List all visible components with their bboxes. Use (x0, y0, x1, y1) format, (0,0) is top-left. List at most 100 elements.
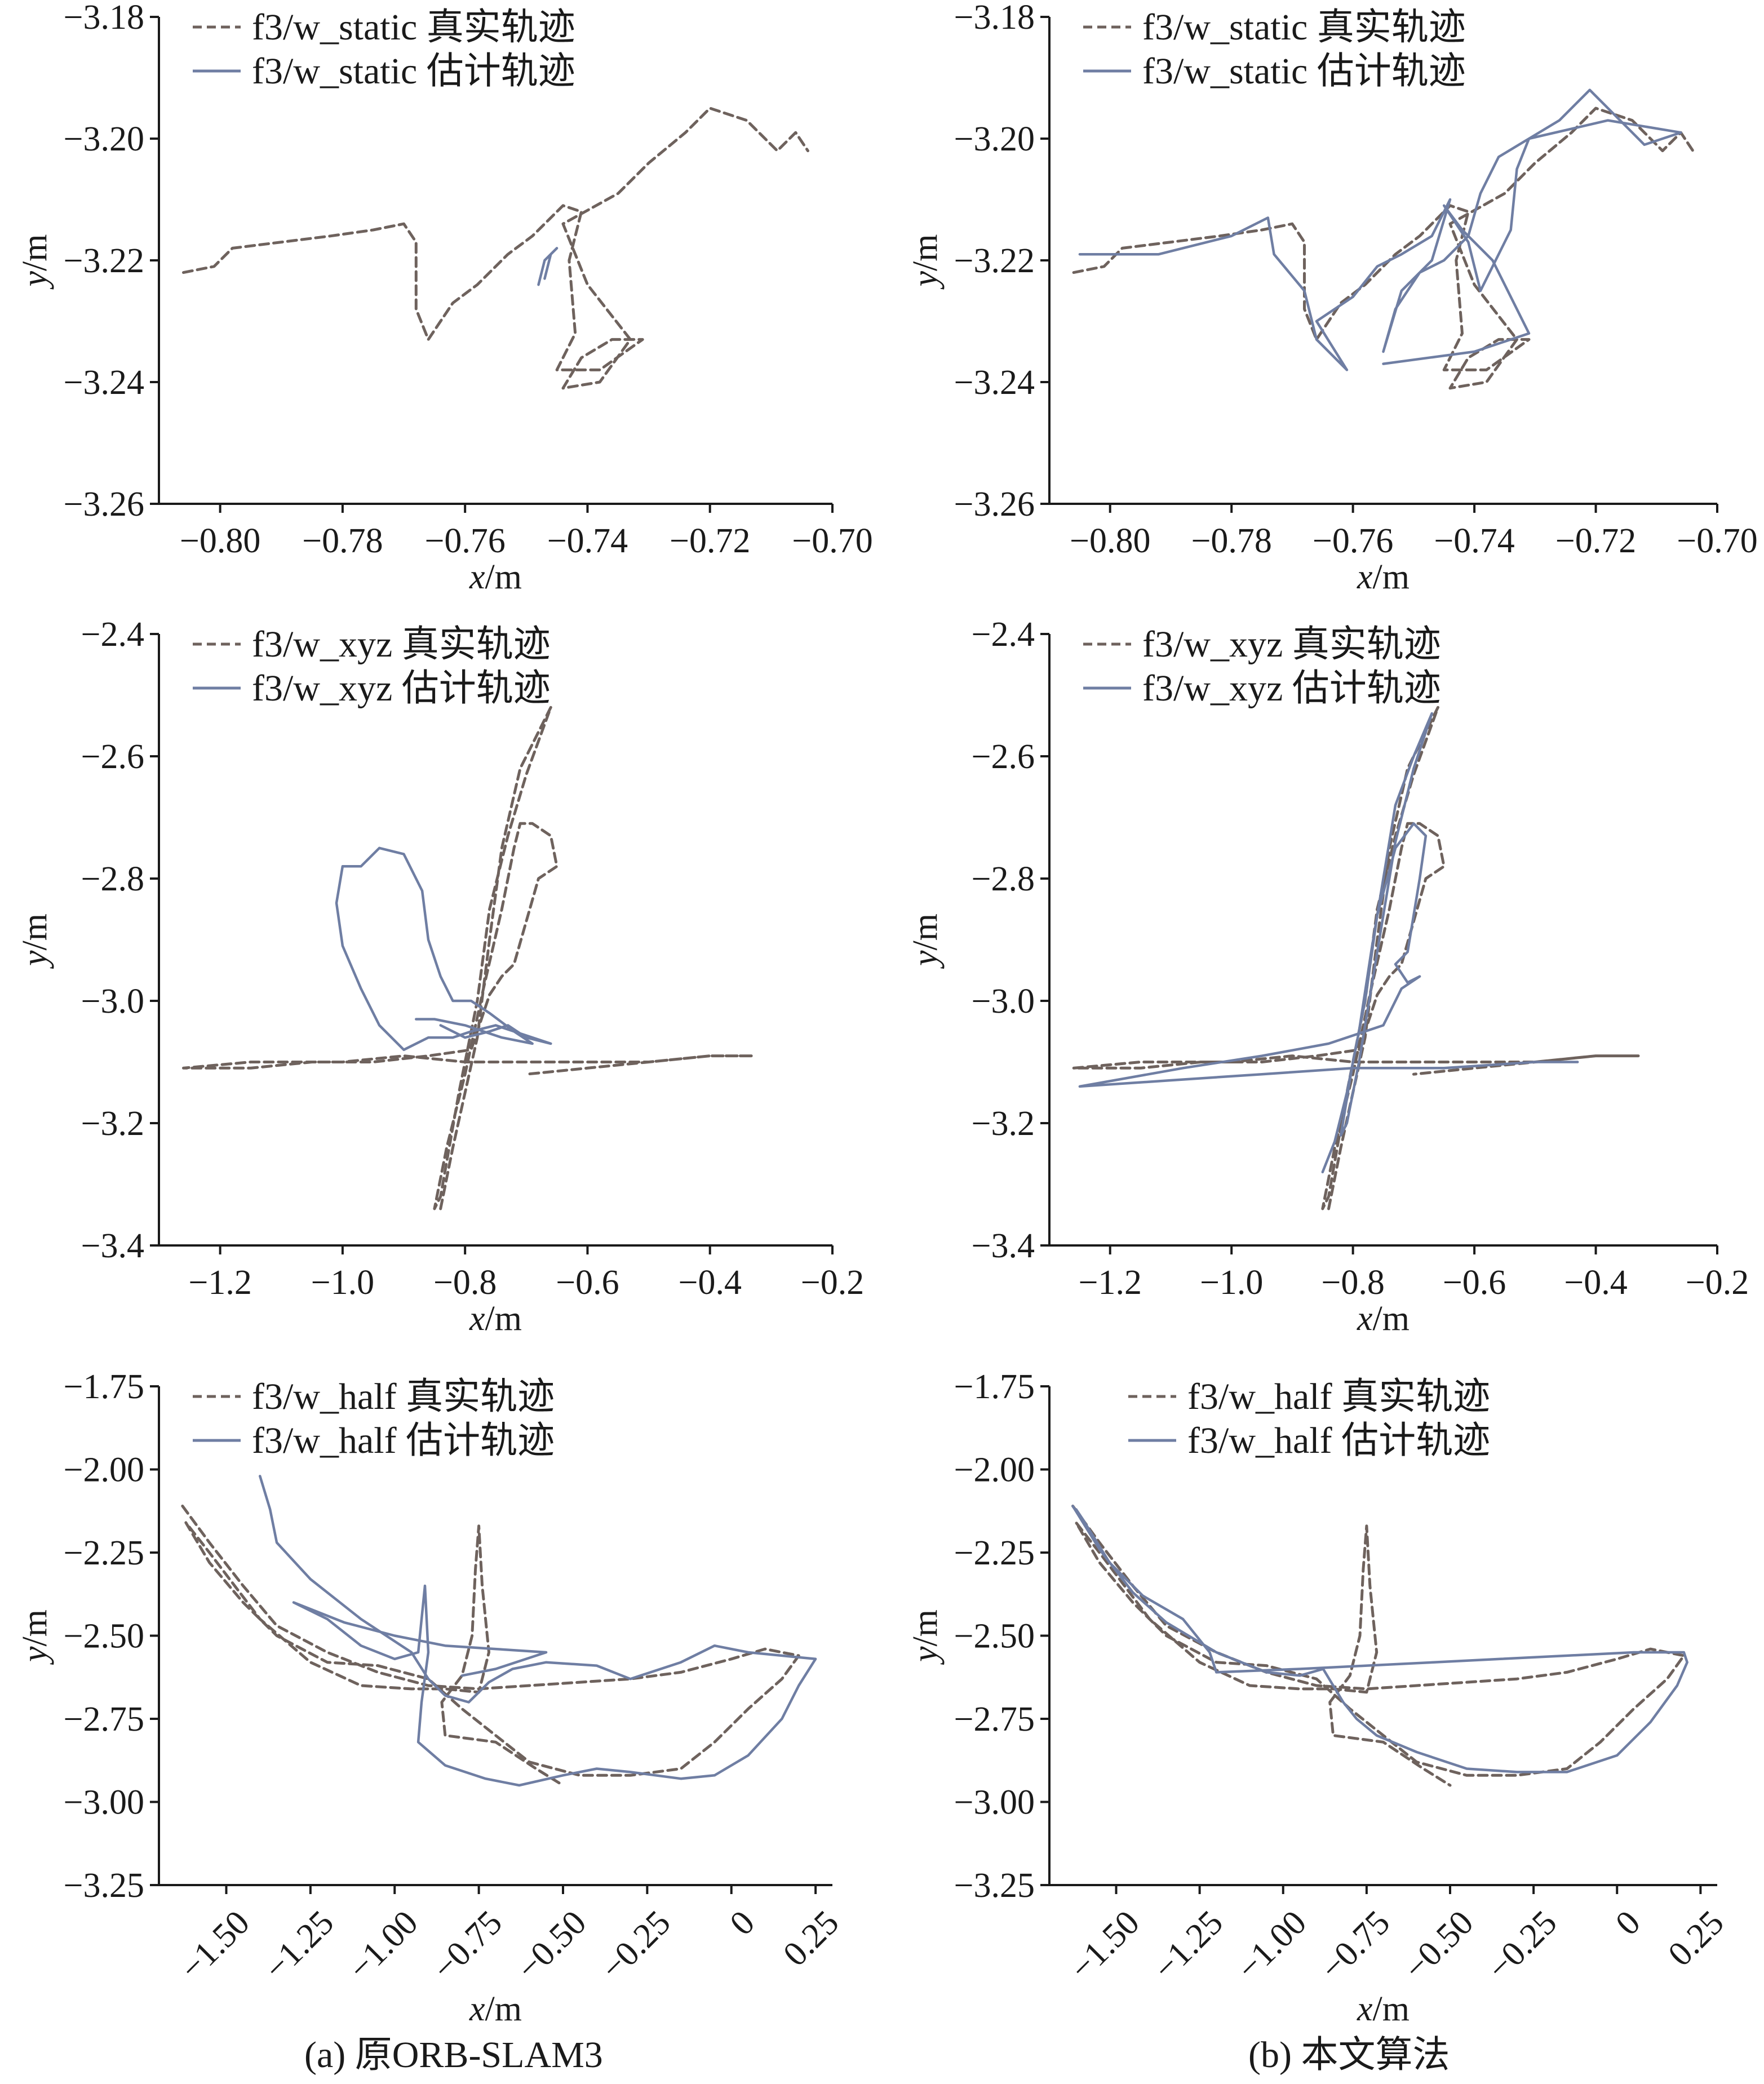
legend-entry-label: f3/w_static 真实轨迹 (1142, 7, 1466, 48)
x-tick-label: −0.72 (670, 522, 750, 560)
x-tick-label: −1.50 (1062, 1903, 1147, 1988)
y-tick-label: −3.20 (954, 120, 1035, 158)
y-tick-label: −3.00 (954, 1784, 1035, 1822)
legend-entry-label: f3/w_half 估计轨迹 (1187, 1420, 1490, 1461)
y-tick-label: −3.4 (81, 1227, 144, 1265)
chart-right-1: −0.80 −0.78 −0.76 −0.74 −0.72 −0.70 −3.26 −3.24… (906, 0, 1758, 596)
x-tick-label: −0.80 (180, 522, 260, 560)
legend-entry-label: f3/w_static 估计轨迹 (1142, 51, 1466, 92)
x-axis-label: x/m (469, 1300, 522, 1338)
x-axis-label: x/m (469, 1990, 522, 2028)
legend-entry-label: f3/w_static 真实轨迹 (252, 7, 575, 48)
legend-entry-label: f3/w_xyz 估计轨迹 (1142, 668, 1441, 709)
true-trajectory-line (1072, 107, 1695, 390)
x-tick-label: −0.74 (1434, 522, 1514, 560)
x-tick-label: −1.0 (311, 1263, 374, 1302)
y-tick-label: −1.75 (954, 1368, 1035, 1406)
y-axis-label: y/m (16, 914, 54, 969)
x-tick-label: −0.25 (1480, 1903, 1564, 1988)
legend-entry-label: f3/w_xyz 估计轨迹 (252, 668, 551, 709)
x-tick-label: −0.6 (556, 1263, 619, 1302)
y-tick-label: −3.0 (81, 982, 144, 1021)
x-tick-label: −0.2 (801, 1263, 864, 1302)
legend-entry-label: f3/w_static 估计轨迹 (252, 51, 575, 92)
y-tick-label: −3.18 (954, 0, 1035, 37)
y-tick-label: −3.0 (972, 982, 1035, 1021)
chart-right-2: −1.2 −1.0 −0.8 −0.6 −0.4 −0.2 −3.4 −3.2 −3.0 −2.8… (906, 615, 1749, 1338)
true-trajectory-line (181, 1504, 800, 1787)
true-trajectory-line (1072, 706, 1640, 1211)
y-tick-label: −3.25 (954, 1866, 1035, 1905)
y-tick-label: −3.20 (64, 120, 144, 158)
x-tick-label: −0.70 (1677, 522, 1757, 560)
true-trajectory-line (182, 706, 755, 1211)
x-tick-label: 0.25 (776, 1903, 846, 1974)
chart-right-3: −1.50−1.25−1.00−0.75−0.50−0.25 0 0.25 −3.25… (906, 1368, 1731, 2028)
x-tick-label: 0 (723, 1903, 762, 1943)
x-tick-label: −1.25 (257, 1903, 342, 1988)
x-tick-label: 0.25 (1661, 1903, 1731, 1974)
y-tick-label: −2.6 (81, 738, 144, 776)
legend-entry-label: f3/w_xyz 真实轨迹 (252, 624, 551, 665)
y-tick-label: −3.24 (64, 363, 144, 402)
estimated-trajectory-line (1071, 1505, 1688, 1773)
y-tick-label: −2.50 (64, 1617, 144, 1656)
y-tick-label: −2.6 (972, 738, 1035, 776)
x-tick-label: −0.50 (509, 1903, 594, 1988)
estimated-trajectory-line (1078, 88, 1682, 371)
x-tick-label: 0 (1608, 1903, 1648, 1943)
x-tick-label: −0.78 (302, 522, 383, 560)
x-tick-label: −0.80 (1070, 522, 1150, 560)
x-tick-label: −0.2 (1686, 1263, 1749, 1302)
legend-entry-label: f3/w_half 真实轨迹 (1187, 1376, 1490, 1417)
x-tick-label: −0.4 (678, 1263, 741, 1302)
y-tick-label: −2.00 (64, 1451, 144, 1489)
true-trajectory-line (182, 107, 809, 390)
x-tick-label: −0.8 (1321, 1263, 1384, 1302)
x-tick-label: −0.50 (1397, 1903, 1481, 1988)
x-axis-label: x/m (1357, 558, 1410, 596)
y-tick-label: −3.26 (954, 485, 1035, 524)
x-tick-label: −0.76 (424, 522, 505, 560)
x-tick-label: −0.78 (1191, 522, 1271, 560)
x-tick-label: −1.50 (172, 1903, 257, 1988)
x-tick-label: −0.25 (593, 1903, 678, 1988)
x-axis-label: x/m (469, 558, 522, 596)
y-axis-label: y/m (906, 1609, 945, 1665)
y-tick-label: −3.24 (954, 363, 1035, 402)
y-tick-label: −3.18 (64, 0, 144, 37)
y-tick-label: −3.4 (972, 1227, 1035, 1265)
legend-entry-label: f3/w_xyz 真实轨迹 (1142, 624, 1441, 665)
y-tick-label: −2.8 (81, 860, 144, 898)
y-tick-label: −3.22 (954, 242, 1035, 280)
y-axis-label: y/m (906, 234, 945, 290)
estimated-trajectory-line (335, 846, 552, 1052)
x-tick-label: −1.00 (1230, 1903, 1314, 1988)
estimated-trajectory-line (259, 1475, 817, 1787)
y-tick-label: −3.22 (64, 242, 144, 280)
x-tick-label: −1.2 (188, 1263, 251, 1302)
x-tick-label: −0.6 (1443, 1263, 1506, 1302)
y-tick-label: −3.00 (64, 1784, 144, 1822)
x-tick-label: −0.76 (1313, 522, 1393, 560)
chart-left-1: −0.80 −0.78 −0.76 −0.74 −0.72 −0.70 −3.26 −3.24… (16, 0, 873, 596)
legend-entry-label: f3/w_half 真实轨迹 (252, 1376, 555, 1417)
y-tick-label: −2.00 (954, 1451, 1035, 1489)
y-tick-label: −2.75 (954, 1700, 1035, 1739)
x-tick-label: −0.4 (1564, 1263, 1627, 1302)
caption-left: (a) 原ORB-SLAM3 (304, 2034, 603, 2076)
y-tick-label: −3.25 (64, 1866, 144, 1905)
y-axis-label: y/m (16, 1609, 54, 1665)
y-tick-label: −2.8 (972, 860, 1035, 898)
y-tick-label: −2.25 (64, 1534, 144, 1572)
y-tick-label: −2.50 (954, 1617, 1035, 1656)
y-tick-label: −1.75 (64, 1368, 144, 1406)
x-tick-label: −0.75 (1313, 1903, 1398, 1988)
y-axis-label: y/m (16, 234, 54, 290)
y-tick-label: −3.2 (972, 1105, 1035, 1143)
y-tick-label: −2.4 (972, 615, 1035, 654)
x-tick-label: −0.70 (792, 522, 872, 560)
x-axis-label: x/m (1357, 1300, 1410, 1338)
true-trajectory-line (1071, 1504, 1686, 1787)
x-tick-label: −1.0 (1200, 1263, 1263, 1302)
